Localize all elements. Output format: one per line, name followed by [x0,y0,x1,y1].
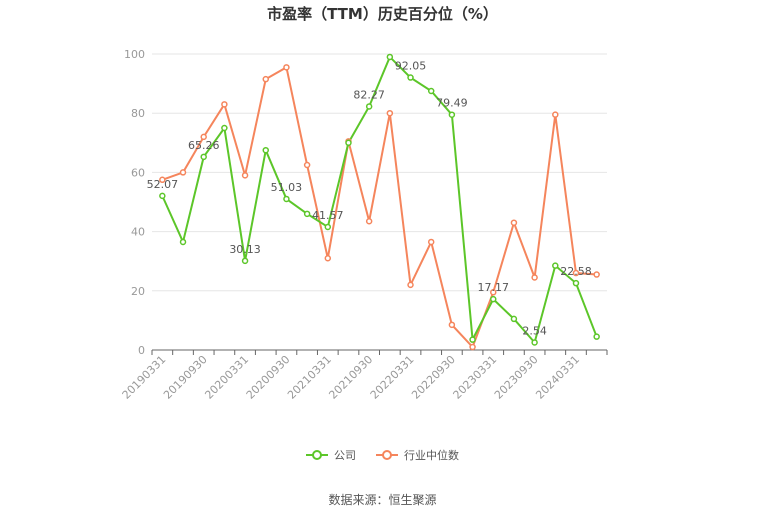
data-label: 30.13 [229,243,261,256]
x-tick-label: 20230930 [492,353,541,402]
data-point-industry-median[interactable] [469,343,476,351]
x-tick-label: 20210331 [285,353,334,402]
data-point-industry-median[interactable] [200,133,207,141]
x-tick-label: 20190930 [161,353,210,402]
data-point-company[interactable] [262,146,269,154]
series-line-company [161,55,598,345]
legend-item-industry-median[interactable]: 行业中位数 [376,447,459,463]
data-label: 79.49 [436,97,468,110]
y-tick-label: 60 [131,166,145,179]
data-label: 82.27 [353,88,385,101]
data-label: 51.03 [271,181,303,194]
data-label: 65.26 [188,139,220,152]
data-point-company[interactable] [531,339,538,346]
data-point-company[interactable] [510,315,518,323]
data-point-company[interactable] [179,238,187,246]
chart-title: 市盈率（TTM）历史百分位（%） [267,5,498,23]
data-point-company[interactable] [407,74,414,81]
x-axis: 2019033120190930202003312020093020210331… [120,349,608,402]
series-points [159,53,600,351]
x-tick-label: 20210930 [326,353,375,402]
data-labels: 52.07 65.26 30.13 51.03 41.57 82.27 92.05 79.49… [147,60,592,338]
data-point-industry-median[interactable] [552,111,559,118]
data-point-industry-median[interactable] [427,238,435,246]
y-tick-label: 40 [131,226,145,239]
legend-swatch-industry-median [376,450,398,460]
data-point-industry-median[interactable] [407,281,414,289]
data-point-company[interactable] [386,53,394,61]
data-point-company[interactable] [159,192,166,200]
x-tick-label: 20230331 [451,353,500,402]
data-point-company[interactable] [283,195,290,203]
data-point-industry-median[interactable] [324,254,332,262]
x-tick-label: 20200930 [244,353,293,402]
data-point-industry-median[interactable] [572,269,580,277]
legend-label-company: 公司 [334,449,356,462]
data-label: 52.07 [147,178,179,191]
legend-item-company[interactable]: 公司 [306,447,356,463]
data-point-industry-median[interactable] [241,172,249,179]
y-tick-label: 80 [131,107,145,120]
data-point-company[interactable] [427,87,435,95]
data-point-company[interactable] [345,139,352,147]
x-tick-label: 20240331 [533,353,582,402]
x-tick-label: 20190331 [120,353,169,402]
legend: 公司 行业中位数 [0,447,765,463]
data-point-industry-median[interactable] [490,289,497,296]
x-tick-label: 20200331 [202,353,251,402]
data-point-industry-median[interactable] [531,274,538,281]
legend-label-industry-median: 行业中位数 [404,449,459,462]
series-lines [161,55,598,349]
data-point-company[interactable] [303,210,311,218]
data-point-company[interactable] [221,124,228,132]
data-point-industry-median[interactable] [365,217,373,225]
data-label: 41.57 [312,209,344,222]
data-point-industry-median[interactable] [510,219,518,226]
legend-swatch-company [306,450,328,460]
data-point-company[interactable] [448,111,456,118]
y-axis-labels: 0 20 40 60 80 100 [124,48,145,357]
data-point-industry-median[interactable] [221,101,228,108]
data-point-industry-median[interactable] [283,64,290,71]
data-point-company[interactable] [324,223,332,231]
data-point-company[interactable] [572,279,580,287]
y-tick-label: 0 [138,344,145,357]
data-point-industry-median[interactable] [303,161,311,169]
data-source: 数据来源：恒生聚源 [328,493,437,507]
data-label: 92.05 [395,60,427,73]
y-tick-label: 20 [131,285,145,298]
data-point-company[interactable] [469,336,476,343]
x-tick-label: 20220930 [409,353,458,402]
data-point-company[interactable] [241,257,249,265]
data-point-company[interactable] [490,295,497,303]
data-point-industry-median[interactable] [593,271,600,278]
x-tick-label: 20220331 [368,353,417,402]
series-line-industry-median [162,65,597,349]
data-point-industry-median[interactable] [262,75,269,83]
data-label: 22.58 [560,265,592,278]
data-point-company[interactable] [593,333,600,340]
y-tick-label: 100 [124,48,145,61]
data-point-company[interactable] [365,103,373,110]
data-point-company[interactable] [200,153,207,161]
data-point-industry-median[interactable] [448,321,456,329]
data-label: 2.54 [522,324,547,337]
data-label: 17.17 [478,281,510,294]
data-point-company[interactable] [552,262,559,269]
data-point-industry-median[interactable] [386,109,394,117]
data-point-industry-median[interactable] [179,169,187,176]
data-point-industry-median[interactable] [159,176,166,184]
